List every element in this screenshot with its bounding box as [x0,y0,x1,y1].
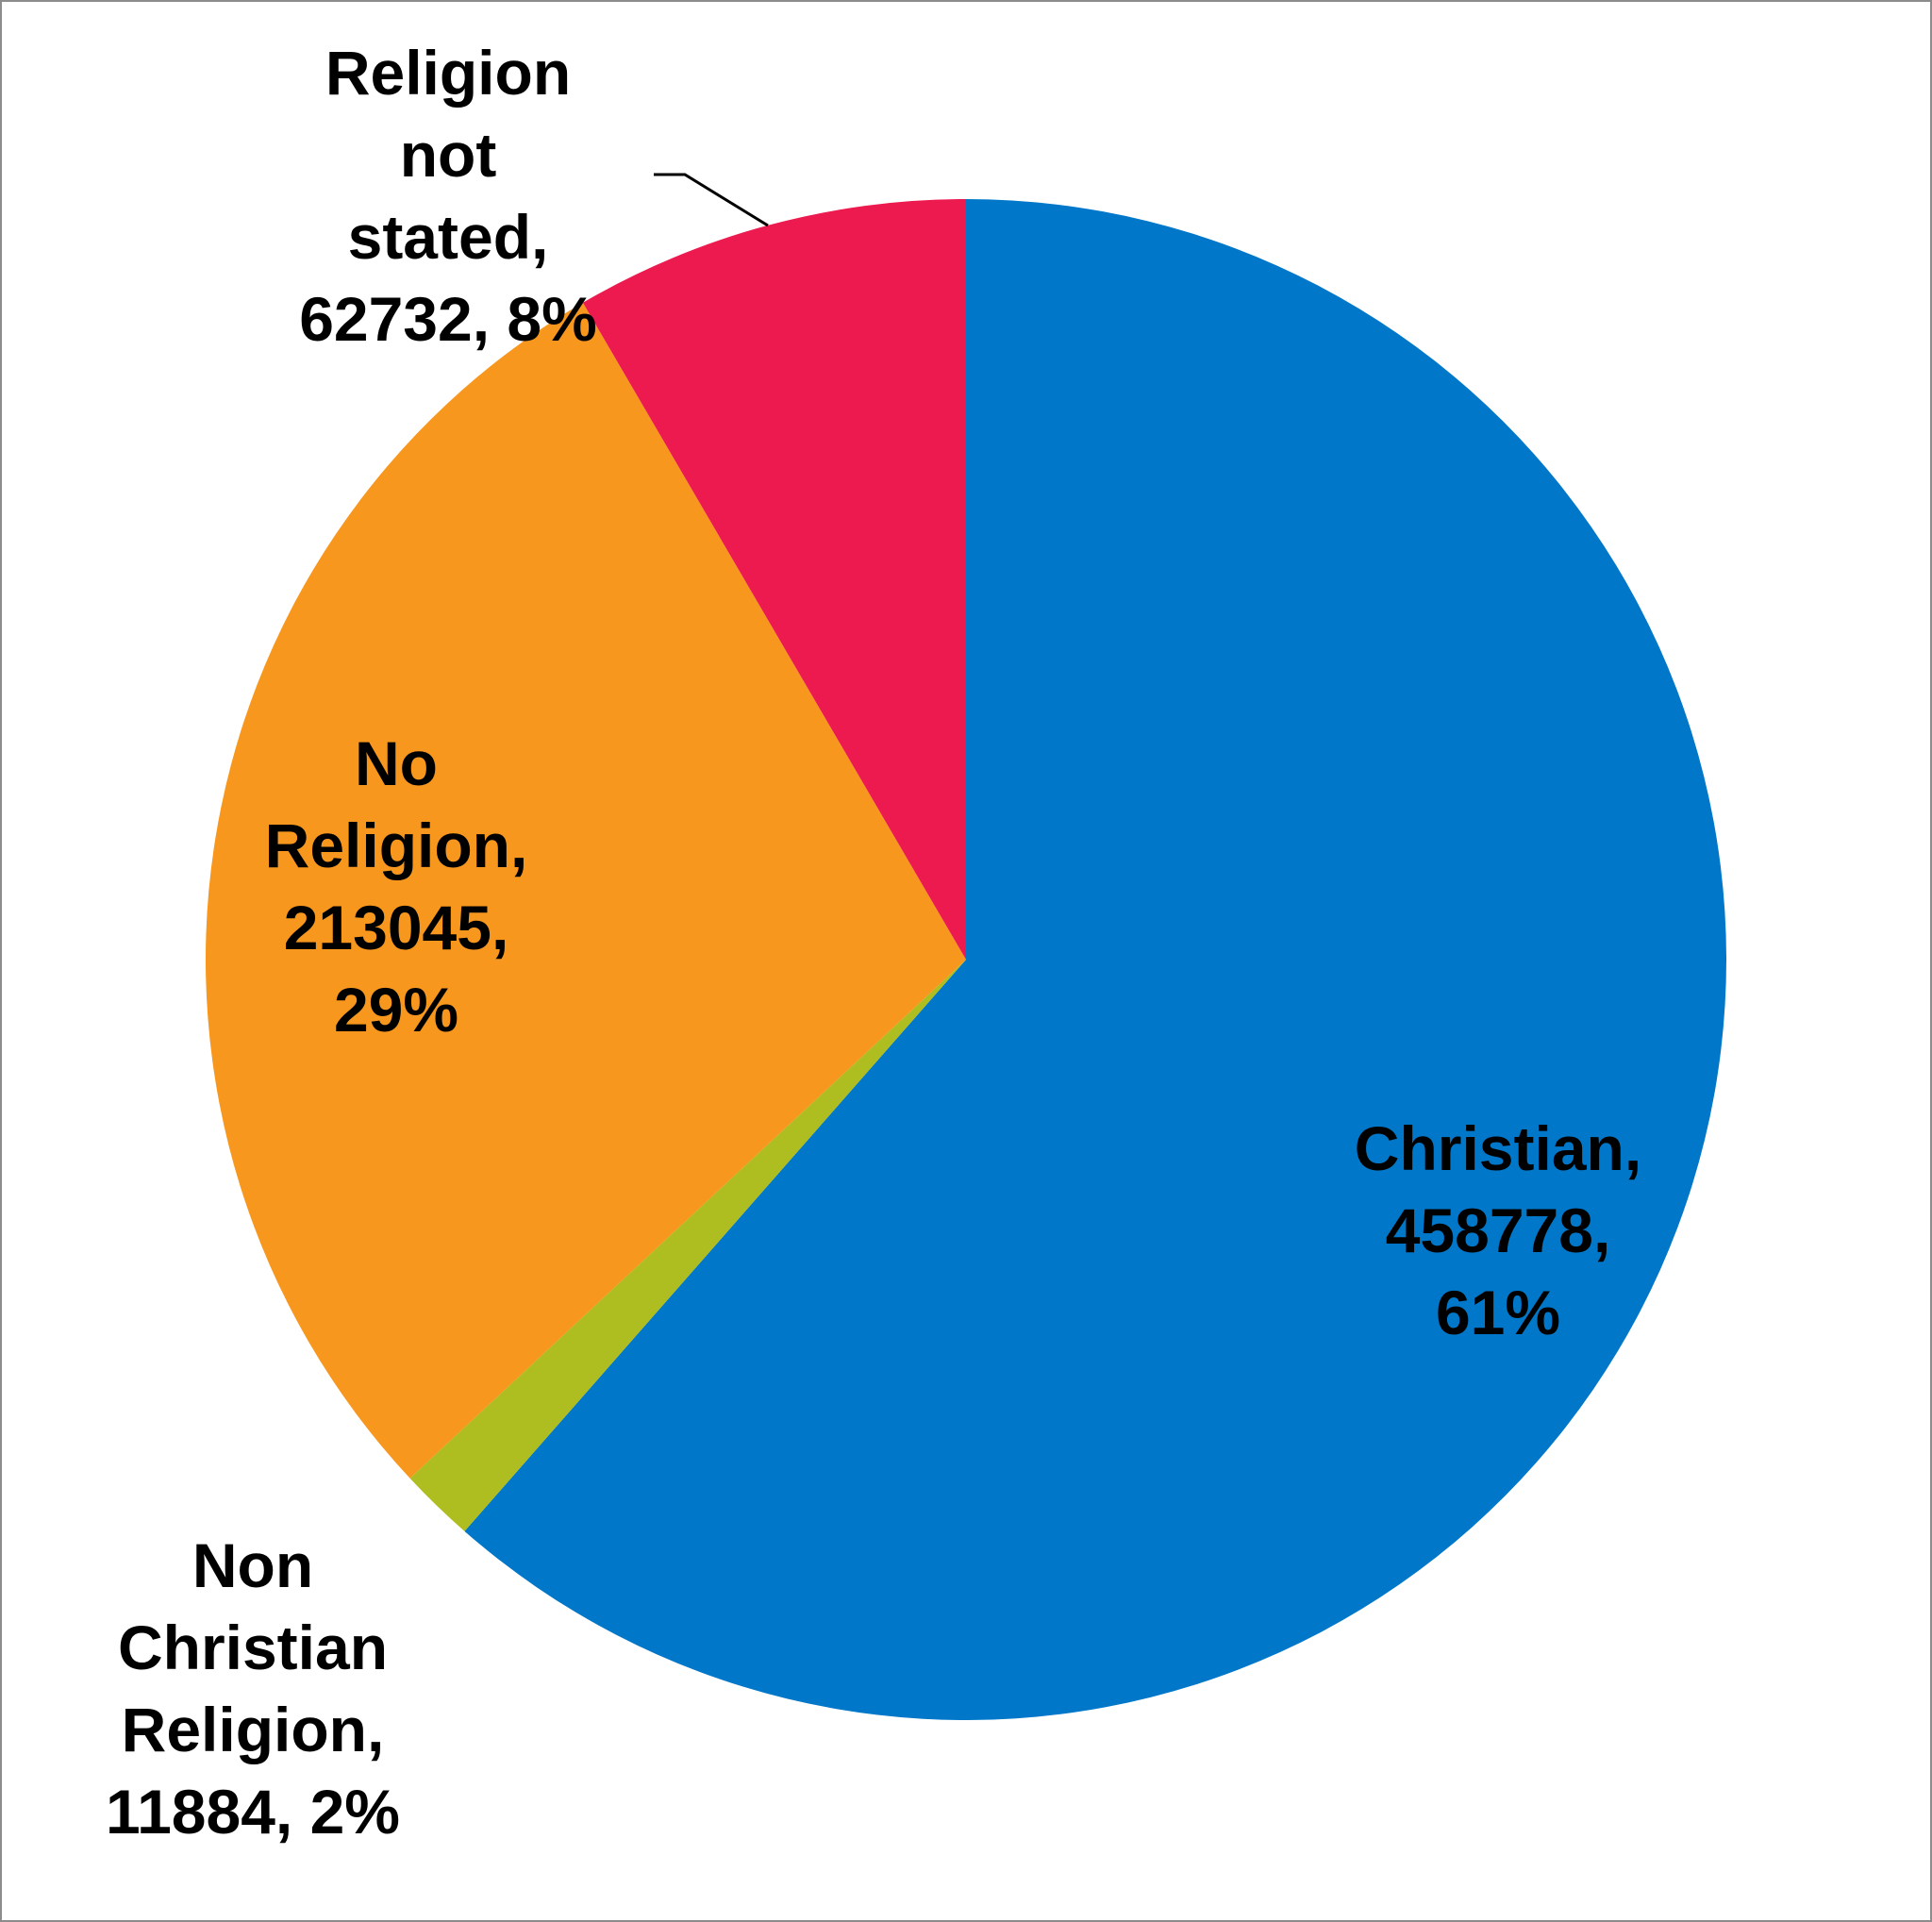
data-label-line: 11884, 2% [106,1777,400,1847]
data-label-line: 62732, 8% [299,284,597,354]
slice-christian [464,199,1727,1721]
data-label-line: Christian [118,1613,388,1682]
data-label-line: Religion, [265,811,528,880]
data-label-line: Non [192,1530,313,1600]
leader-lines [654,173,769,227]
slice-no-religion [205,302,967,1479]
data-label-line: No [355,728,438,798]
data-label-line: 61% [1436,1278,1560,1347]
data-label-line: 29% [334,975,458,1045]
data-labels: Christian, 458778, 61% Non Christian Religion… [106,38,1641,1847]
data-label-religion-not-stated: Religion not stated, 62732, 8% [299,38,597,354]
data-label-christian: Christian, 458778, 61% [1355,1113,1641,1347]
leader-line-religion-not-stated [654,173,769,227]
slice-non-christian-religion [409,960,966,1531]
data-label-line: 213045, [284,893,509,962]
pie-slices [205,199,1727,1721]
data-label-line: 458778, [1386,1195,1611,1265]
data-label-line: Religion, [122,1695,385,1764]
slice-religion-not-stated [582,199,966,960]
data-label-line: not [400,120,497,190]
data-label-line: stated, [348,202,549,272]
data-label-non-christian-religion: Non Christian Religion, 11884, 2% [106,1530,400,1847]
data-label-line: Christian, [1355,1113,1641,1183]
data-label-no-religion: No Religion, 213045, 29% [265,728,528,1045]
data-label-line: Religion [325,38,571,108]
